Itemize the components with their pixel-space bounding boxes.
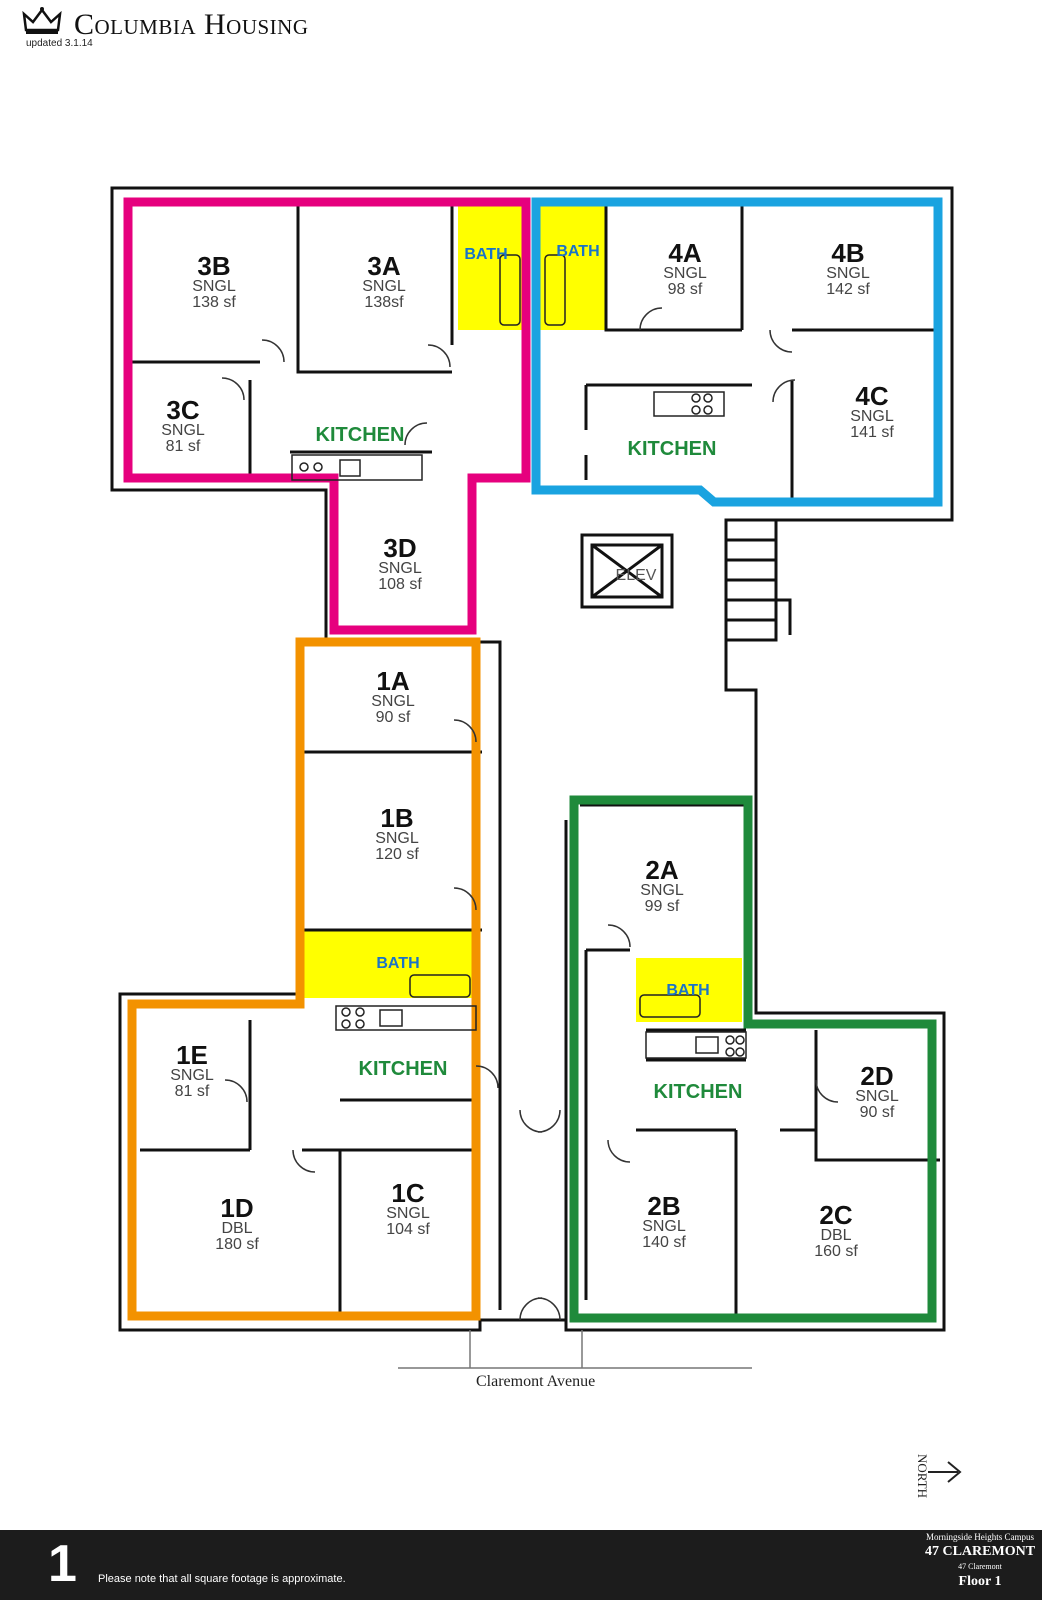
floor-plan: NORTH (110, 186, 962, 1498)
room-id: 1E (176, 1040, 208, 1070)
north-label: NORTH (915, 1454, 930, 1498)
room-1b: 1B SNGL 120 sf (375, 805, 419, 863)
suite-4-outline (531, 197, 943, 507)
room-type: SNGL (386, 1205, 430, 1222)
room-4c: 4C SNGL 141 sf (850, 383, 894, 441)
bath-fills (302, 205, 742, 1022)
room-2c: 2C DBL 160 sf (814, 1202, 858, 1260)
room-3b: 3B SNGL 138 sf (192, 253, 236, 311)
room-area: 138sf (364, 294, 404, 311)
room-area: 99 sf (644, 898, 680, 915)
building-name: 47 CLAREMONT (924, 1544, 1036, 1559)
room-id: 3D (383, 533, 417, 563)
room-area: 138 sf (192, 294, 236, 311)
room-area: 108 sf (378, 576, 422, 593)
room-area: 140 sf (642, 1234, 686, 1251)
kitchen-label: KITCHEN (358, 1058, 448, 1080)
kitchen-label: KITCHEN (653, 1081, 743, 1103)
room-4a: 4A SNGL 98 sf (663, 240, 707, 298)
room-2a: 2A SNGL 99 sf (640, 857, 684, 915)
brand-title: Columbia Housing (74, 8, 309, 41)
footer: 1 Please note that all square footage is… (0, 1530, 1042, 1600)
room-id: 4C (855, 381, 889, 411)
room-area: 81 sf (174, 1083, 210, 1100)
kitchen-label: KITCHEN (315, 424, 405, 446)
door-swings (221, 307, 839, 1321)
street-name: Claremont Avenue (476, 1373, 596, 1390)
room-type: DBL (820, 1227, 852, 1244)
room-area: 141 sf (850, 424, 894, 441)
room-2b: 2B SNGL 140 sf (642, 1193, 686, 1251)
room-3c: 3C SNGL 81 sf (161, 397, 205, 455)
room-1d: 1D DBL 180 sf (215, 1195, 259, 1253)
room-1c: 1C SNGL 104 sf (386, 1180, 430, 1238)
campus-name: Morningside Heights Campus (926, 1532, 1034, 1542)
room-type: SNGL (642, 1218, 686, 1235)
room-id: 4B (831, 238, 865, 268)
bath-label: BATH (556, 243, 600, 260)
room-type: SNGL (375, 830, 419, 847)
street-lines (398, 1330, 752, 1369)
room-area: 180 sf (215, 1236, 259, 1253)
room-id: 1C (391, 1178, 425, 1208)
room-area: 90 sf (375, 709, 411, 726)
bath-label: BATH (464, 246, 508, 263)
room-type: SNGL (640, 882, 684, 899)
room-area: 142 sf (826, 281, 870, 298)
room-3d: 3D SNGL 108 sf (378, 535, 422, 593)
room-id: 3C (166, 395, 200, 425)
room-id: 1D (220, 1193, 254, 1223)
room-type: SNGL (855, 1088, 899, 1105)
room-area: 160 sf (814, 1243, 858, 1260)
updated-date: updated 3.1.14 (26, 38, 93, 49)
fixtures (291, 254, 747, 1059)
room-2d: 2D SNGL 90 sf (855, 1063, 899, 1121)
room-area: 104 sf (386, 1221, 430, 1238)
room-area: 98 sf (667, 281, 703, 298)
room-type: DBL (221, 1220, 253, 1237)
suite-2-outline (569, 795, 937, 1323)
room-type: SNGL (378, 560, 422, 577)
room-id: 2A (645, 855, 679, 885)
room-type: SNGL (663, 265, 707, 282)
room-type: SNGL (371, 693, 415, 710)
room-1a: 1A SNGL 90 sf (371, 668, 415, 726)
room-1e: 1E SNGL 81 sf (170, 1042, 214, 1100)
suite-3-outline (123, 197, 531, 635)
room-4b: 4B SNGL 142 sf (826, 240, 870, 298)
elevator-label: ELEV (615, 567, 657, 584)
sqft-note: Please note that all square footage is a… (98, 1573, 346, 1585)
suite-1-outline (127, 637, 481, 1321)
room-type: SNGL (161, 422, 205, 439)
room-id: 1B (380, 803, 414, 833)
north-arrow-icon (928, 1461, 962, 1483)
room-type: SNGL (850, 408, 894, 425)
room-type: SNGL (170, 1067, 214, 1084)
kitchen-label: KITCHEN (627, 438, 717, 460)
building-name-small: 47 Claremont (958, 1562, 1002, 1571)
room-type: SNGL (826, 265, 870, 282)
room-area: 120 sf (375, 846, 419, 863)
crown-icon (22, 7, 62, 34)
room-id: 2B (647, 1191, 681, 1221)
room-id: 4A (668, 238, 702, 268)
bath-label: BATH (376, 955, 420, 972)
room-id: 2C (819, 1200, 853, 1230)
room-area: 81 sf (165, 438, 201, 455)
room-3a: 3A SNGL 138sf (362, 253, 406, 311)
room-area: 90 sf (859, 1104, 895, 1121)
bath-label: BATH (666, 982, 710, 999)
room-id: 3B (197, 251, 231, 281)
room-id: 2D (860, 1061, 894, 1091)
room-id: 3A (367, 251, 401, 281)
room-id: 1A (376, 666, 410, 696)
floor-number: 1 (48, 1535, 77, 1593)
room-type: SNGL (362, 278, 406, 295)
floor-label: Floor 1 (958, 1574, 1002, 1589)
room-type: SNGL (192, 278, 236, 295)
